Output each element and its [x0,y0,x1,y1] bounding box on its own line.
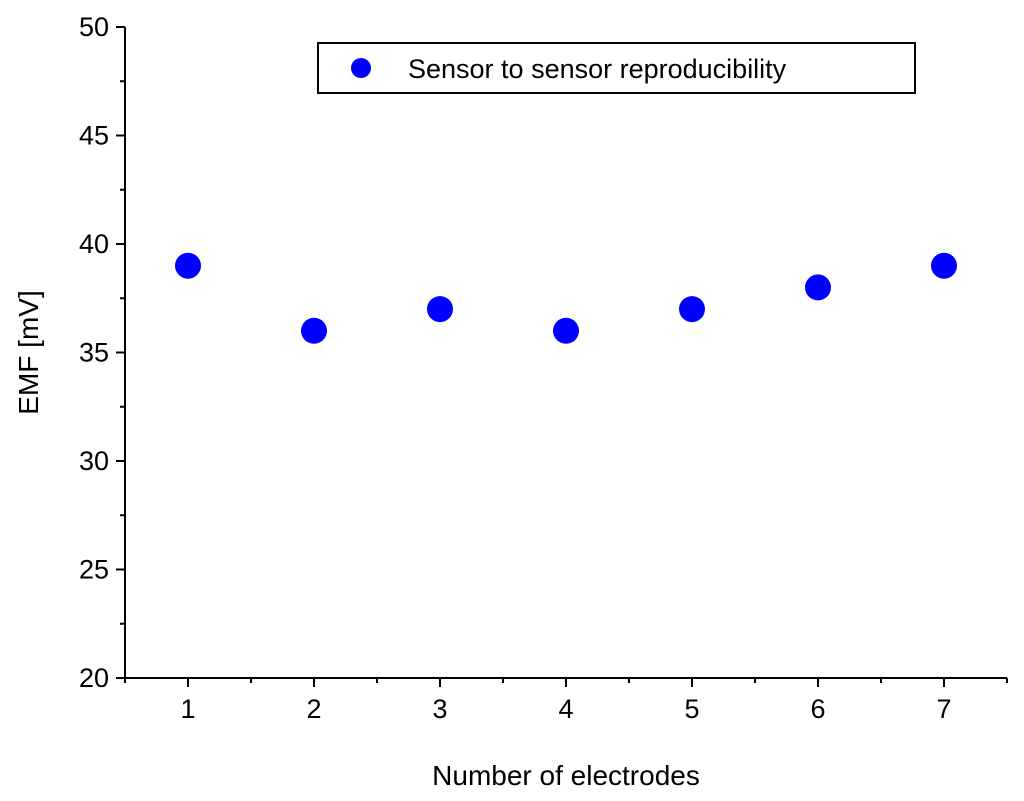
data-points [175,252,957,344]
y-tick-label: 45 [79,121,109,151]
data-point [931,252,957,279]
data-point [553,317,579,344]
x-tick-label: 4 [558,694,573,724]
y-tick-label: 30 [79,446,109,476]
x-tick-label: 5 [684,694,699,724]
axes-frame [124,27,1007,679]
x-tick-label: 3 [432,694,447,724]
data-point [175,252,201,279]
x-tick-label: 7 [936,694,951,724]
data-point [427,296,453,323]
data-point [301,317,327,344]
y-tick-label: 40 [79,229,109,259]
y-tick-label: 25 [79,555,109,585]
legend-box [317,42,916,94]
y-axis-title: EMF [mV] [13,290,44,414]
y-axis-ticks: 20 25 30 35 40 45 50 [79,12,125,693]
y-tick-label: 50 [79,12,109,42]
x-tick-label: 1 [180,694,195,724]
y-tick-label: 20 [79,663,109,693]
x-axis-title: Number of electrodes [432,760,700,791]
y-tick-label: 35 [79,338,109,368]
x-tick-label: 2 [306,694,321,724]
x-axis-ticks: 1 2 3 4 5 6 7 [124,678,1008,724]
x-tick-label: 6 [810,694,825,724]
legend-series-label: Sensor to sensor reproducibility [408,54,787,84]
legend-marker [351,58,371,78]
legend: Sensor to sensor reproducibility [317,42,916,94]
data-point [679,296,705,323]
data-point [805,274,831,301]
